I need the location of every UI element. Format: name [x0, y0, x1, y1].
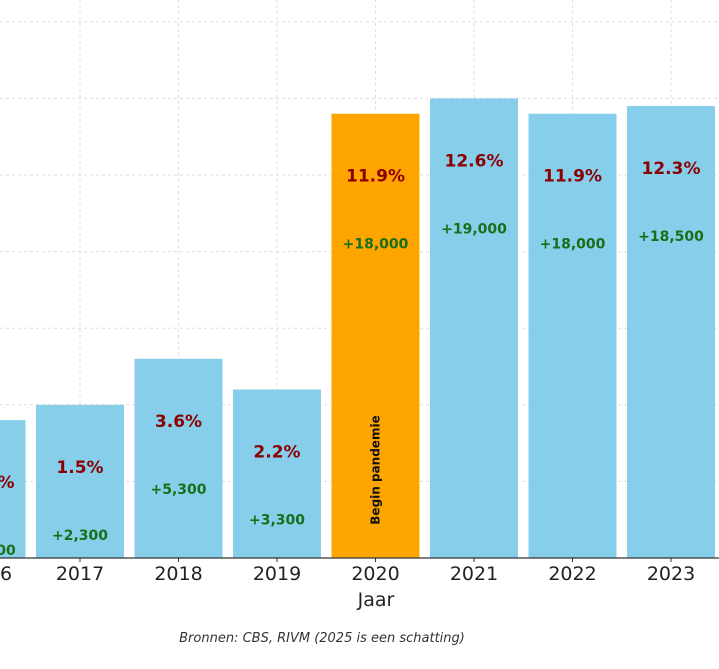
bar-2023 — [627, 106, 715, 558]
pct-label: 11.9% — [346, 167, 405, 187]
source-caption: Bronnen: CBS, RIVM (2025 is een schattin… — [179, 631, 465, 646]
x-tick-labels: 6 2017 2018 2019 2020 2021 2022 2023 — [0, 558, 695, 585]
x-tick-label: 2022 — [548, 563, 596, 585]
pandemic-annotation: Begin pandemie — [369, 415, 383, 524]
increase-label: +5,300 — [150, 482, 206, 498]
bar-2017 — [36, 404, 124, 558]
pct-label: % — [0, 473, 15, 493]
x-tick-label: 2019 — [253, 563, 301, 585]
pct-label: 12.3% — [642, 159, 701, 179]
bar-2019 — [233, 389, 321, 558]
increase-label: +18,000 — [540, 237, 606, 253]
pct-label: 2.2% — [253, 442, 300, 462]
x-tick-label: 6 — [0, 563, 12, 585]
x-tick-label: 2020 — [351, 563, 399, 585]
increase-label: +18,500 — [638, 229, 704, 245]
increase-label: +3,300 — [249, 512, 305, 528]
bars — [0, 98, 715, 559]
x-tick-label: 2023 — [647, 563, 695, 585]
increase-label: +19,000 — [441, 221, 507, 237]
pct-label: 12.6% — [445, 151, 504, 171]
bar-2021 — [430, 98, 518, 559]
x-tick-label: 2017 — [56, 563, 104, 585]
bar-2022 — [528, 113, 617, 558]
bar-2020 — [331, 113, 420, 558]
increase-label: 00 — [0, 543, 16, 559]
x-tick-label: 2018 — [154, 563, 202, 585]
bar-2018 — [134, 358, 223, 558]
pct-label: 1.5% — [56, 458, 103, 478]
x-axis-label: Jaar — [357, 589, 395, 611]
increase-label: +18,000 — [343, 237, 409, 253]
pct-label: 3.6% — [155, 412, 202, 432]
bar-labels: % 00 1.5% +2,300 3.6% +5,300 2.2% +3,300 11.9% +1… — [0, 151, 704, 559]
x-tick-label: 2021 — [450, 563, 498, 585]
bar-6 — [0, 420, 26, 558]
pct-label: 11.9% — [543, 167, 602, 187]
increase-label: +2,300 — [52, 528, 108, 544]
